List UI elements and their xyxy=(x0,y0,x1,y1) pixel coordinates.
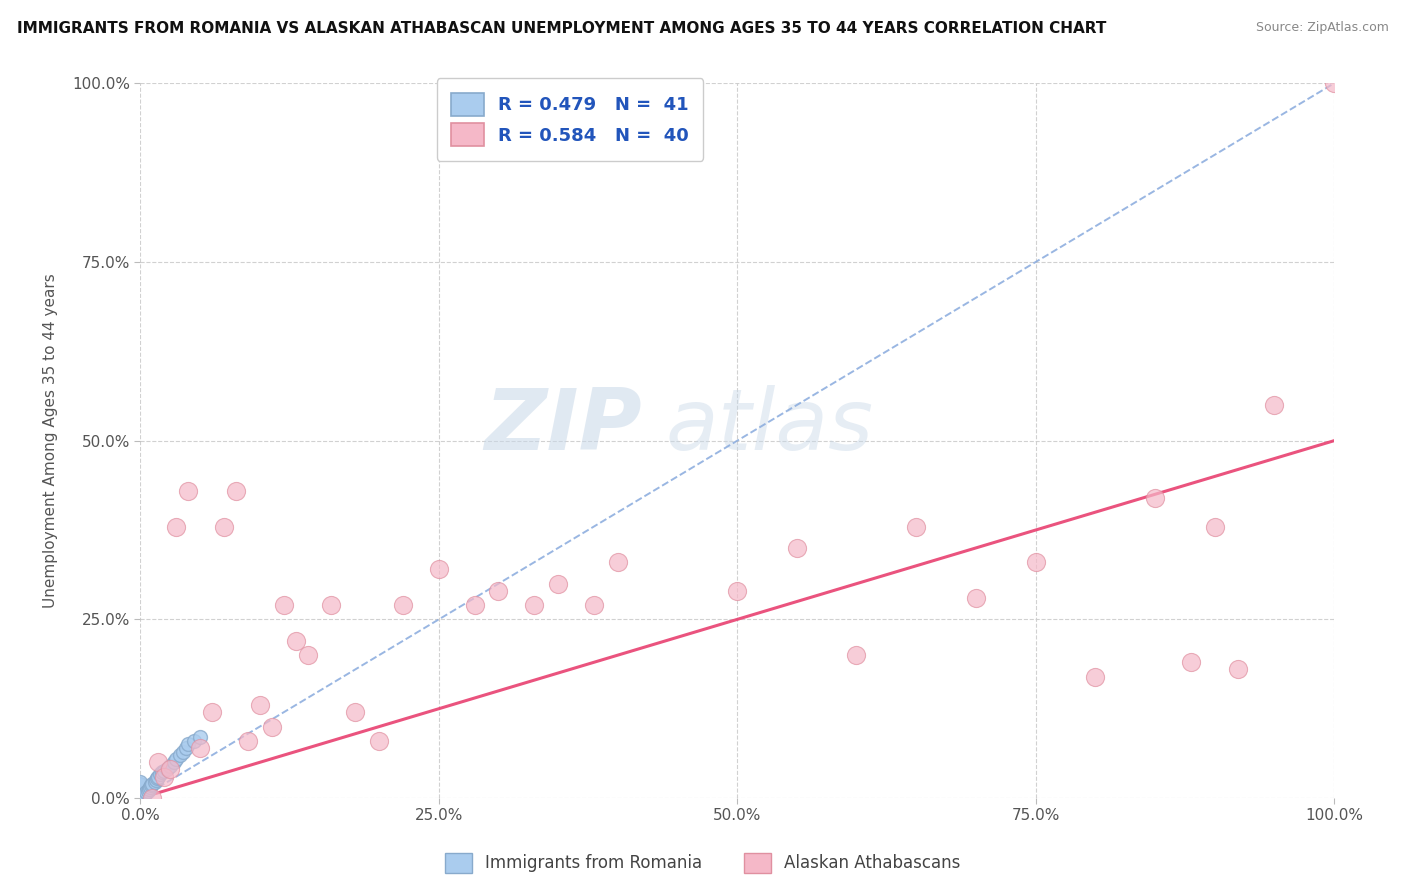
Point xyxy=(145,773,167,788)
Point xyxy=(153,770,176,784)
Point xyxy=(523,598,546,612)
Y-axis label: Unemployment Among Ages 35 to 44 years: Unemployment Among Ages 35 to 44 years xyxy=(44,273,58,608)
Point xyxy=(146,771,169,785)
Point xyxy=(188,731,211,745)
Point xyxy=(786,541,808,555)
Point xyxy=(153,764,176,778)
Point xyxy=(905,519,928,533)
Point xyxy=(464,598,486,612)
Point xyxy=(183,734,205,748)
Point xyxy=(129,791,152,805)
Point xyxy=(1084,669,1107,683)
Point xyxy=(148,770,170,784)
Point xyxy=(1227,662,1250,676)
Point xyxy=(129,791,152,805)
Point xyxy=(129,782,152,797)
Point xyxy=(129,788,152,802)
Point xyxy=(159,763,181,777)
Point xyxy=(392,598,415,612)
Point xyxy=(321,598,343,612)
Point xyxy=(129,791,152,805)
Point xyxy=(129,791,152,805)
Point xyxy=(132,788,155,802)
Point xyxy=(163,756,186,770)
Point xyxy=(129,784,152,798)
Point xyxy=(129,775,152,789)
Legend: Immigrants from Romania, Alaskan Athabascans: Immigrants from Romania, Alaskan Athabas… xyxy=(439,847,967,880)
Point xyxy=(273,598,295,612)
Point xyxy=(139,780,162,795)
Point xyxy=(582,598,605,612)
Point xyxy=(129,785,152,799)
Point xyxy=(845,648,868,662)
Point xyxy=(132,791,155,805)
Point xyxy=(344,706,367,720)
Point xyxy=(129,791,152,805)
Point xyxy=(165,519,187,533)
Point xyxy=(156,763,179,777)
Point xyxy=(177,738,200,752)
Point xyxy=(297,648,319,662)
Point xyxy=(488,583,510,598)
Point xyxy=(129,778,152,792)
Point xyxy=(141,778,163,792)
Point xyxy=(174,741,197,756)
Point xyxy=(212,519,235,533)
Point xyxy=(225,483,247,498)
Text: atlas: atlas xyxy=(665,385,873,468)
Point xyxy=(260,720,283,734)
Point xyxy=(606,555,628,569)
Point xyxy=(725,583,748,598)
Point xyxy=(249,698,271,713)
Point xyxy=(427,562,450,576)
Point xyxy=(965,591,987,605)
Point xyxy=(135,785,157,799)
Point xyxy=(1263,398,1285,412)
Point xyxy=(1024,555,1046,569)
Point xyxy=(138,782,160,797)
Point xyxy=(1180,655,1202,669)
Point xyxy=(150,765,173,780)
Point xyxy=(129,780,152,795)
Text: Source: ZipAtlas.com: Source: ZipAtlas.com xyxy=(1256,21,1389,34)
Point xyxy=(129,791,152,805)
Point xyxy=(172,745,194,759)
Legend: R = 0.479   N =  41, R = 0.584   N =  40: R = 0.479 N = 41, R = 0.584 N = 40 xyxy=(437,78,703,161)
Text: IMMIGRANTS FROM ROMANIA VS ALASKAN ATHABASCAN UNEMPLOYMENT AMONG AGES 35 TO 44 Y: IMMIGRANTS FROM ROMANIA VS ALASKAN ATHAB… xyxy=(17,21,1107,36)
Point xyxy=(1204,519,1226,533)
Point xyxy=(148,756,170,770)
Point xyxy=(368,734,391,748)
Point xyxy=(188,741,211,756)
Point xyxy=(143,775,166,789)
Point xyxy=(159,759,181,773)
Point xyxy=(129,791,152,805)
Point xyxy=(201,706,224,720)
Point xyxy=(129,791,152,805)
Text: ZIP: ZIP xyxy=(484,385,641,468)
Point xyxy=(1143,491,1166,505)
Point xyxy=(1323,77,1346,91)
Point xyxy=(177,483,200,498)
Point xyxy=(129,777,152,791)
Point xyxy=(148,767,170,781)
Point xyxy=(547,576,569,591)
Point xyxy=(284,633,307,648)
Point xyxy=(169,748,191,763)
Point xyxy=(165,752,187,766)
Point xyxy=(141,791,163,805)
Point xyxy=(136,784,159,798)
Point xyxy=(141,777,163,791)
Point xyxy=(236,734,259,748)
